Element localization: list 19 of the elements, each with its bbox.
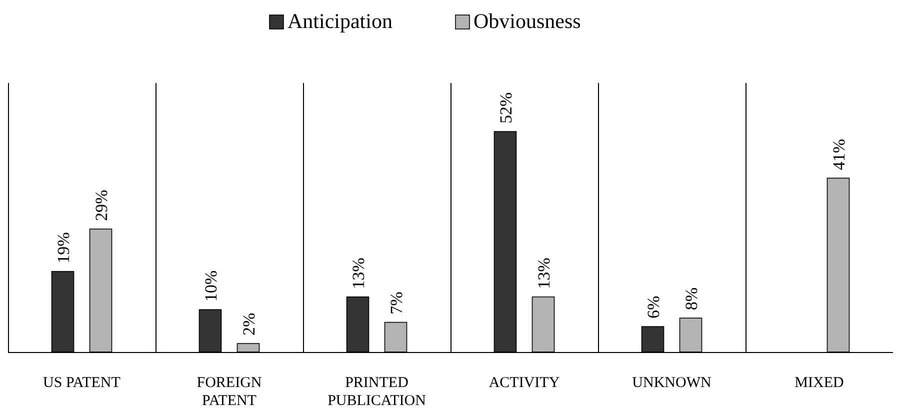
data-label: 41% [829, 138, 848, 170]
data-label: 2% [239, 312, 258, 336]
data-label: 10% [201, 270, 220, 302]
data-label: 13% [534, 258, 554, 289]
data-label: 19% [54, 232, 73, 264]
x-tick-label: UNKNOWN [632, 375, 712, 391]
legend-label: Obviousness [474, 9, 581, 33]
x-tick-label: PRINTED PUBLICATION [328, 375, 426, 409]
data-label: 8% [682, 287, 701, 310]
data-label: 29% [92, 190, 111, 222]
data-label: 52% [496, 92, 516, 124]
data-label: 6% [644, 296, 663, 319]
legend-label: Anticipation [288, 9, 393, 33]
x-tick-label: US PATENT [43, 375, 120, 391]
x-tick-label: MIXED [794, 375, 844, 391]
x-tick-label: FOREIGN PATENT [196, 375, 262, 409]
x-tick-label: ACTIVITY [488, 375, 560, 391]
data-label: 7% [386, 292, 406, 314]
data-label: 13% [348, 258, 368, 289]
